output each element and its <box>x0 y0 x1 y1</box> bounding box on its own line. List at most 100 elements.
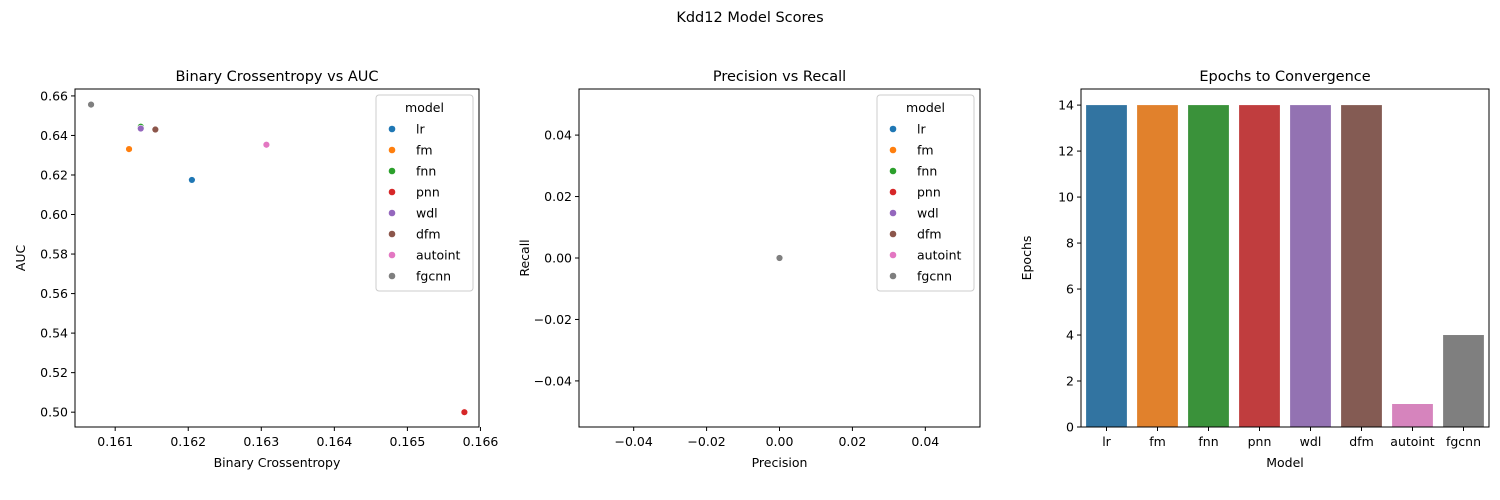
legend-marker-fnn <box>889 167 897 175</box>
y-tick-label: 0.02 <box>544 189 572 204</box>
y-axis-label: Epochs <box>1019 236 1034 281</box>
legend-marker-wdl <box>388 209 396 217</box>
chart-panel-epochs: Epochs to Convergence Model Epochs lr fm fnn p… <box>1019 69 1490 470</box>
point-fgcnn <box>87 100 95 109</box>
chart-title: Epochs to Convergence <box>1199 69 1370 85</box>
legend-marker-pnn <box>388 188 396 196</box>
x-tick-label-fm: fm <box>1149 434 1166 449</box>
bar-autoint <box>1392 404 1433 427</box>
chart-title: Precision vs Recall <box>713 69 846 85</box>
x-tick-label-autoint: autoint <box>1390 434 1435 449</box>
legend-marker-lr <box>388 125 396 133</box>
x-axis-label: Model <box>1266 455 1304 470</box>
legend-label-lr: lr <box>917 122 926 137</box>
x-tick-label-wdl: wdl <box>1300 434 1322 449</box>
x-tick-label: 0.163 <box>243 434 279 449</box>
legend-label-autoint: autoint <box>416 248 461 263</box>
legend-marker-wdl <box>889 209 897 217</box>
axes-frame <box>74 88 480 428</box>
x-tick-label: 0.04 <box>911 434 939 449</box>
bar-wdl <box>1290 105 1331 427</box>
y-tick-label: 0.58 <box>40 247 68 262</box>
legend-label-lr: lr <box>416 122 425 137</box>
y-tick-label: 0.00 <box>544 251 572 266</box>
legend-title: model <box>906 100 945 115</box>
legend-label-fnn: fnn <box>917 164 937 179</box>
x-tick-label-lr: lr <box>1102 434 1111 449</box>
point-fm <box>125 145 133 153</box>
legend-label-fgcnn: fgcnn <box>917 269 952 284</box>
y-tick-label: 0.54 <box>40 326 68 341</box>
y-tick-label: 8 <box>1066 236 1074 251</box>
y-tick-label: 2 <box>1066 374 1074 389</box>
y-tick-label: 12 <box>1058 144 1074 159</box>
x-tick-label: −0.04 <box>615 434 653 449</box>
legend-marker-fnn <box>388 167 396 175</box>
y-axis-label: AUC <box>13 245 28 272</box>
legend-marker-lr <box>889 125 897 133</box>
y-tick-label: 0.66 <box>40 88 68 103</box>
axes-frame <box>1080 88 1490 428</box>
legend-marker-pnn <box>889 188 897 196</box>
y-tick-label: 0.50 <box>40 405 68 420</box>
x-tick-label: 0.00 <box>766 434 794 449</box>
legend-label-autoint: autoint <box>917 248 962 263</box>
point-pnn <box>460 408 469 416</box>
bar-fgcnn <box>1443 335 1484 427</box>
legend-label-wdl: wdl <box>416 206 438 221</box>
legend-label-fnn: fnn <box>416 164 436 179</box>
y-tick-label: 0.62 <box>40 167 68 182</box>
y-tick-label: −0.04 <box>534 373 572 388</box>
x-tick-label: −0.02 <box>687 434 725 449</box>
y-tick-label: 0.60 <box>40 207 68 222</box>
bar-lr <box>1086 105 1127 427</box>
y-tick-label: 0.52 <box>40 365 68 380</box>
legend-label-wdl: wdl <box>917 206 939 221</box>
point-lr <box>188 176 196 184</box>
point-autoint <box>262 141 271 149</box>
x-tick-label: 0.166 <box>463 434 499 449</box>
legend-label-fm: fm <box>416 143 433 158</box>
legend-marker-fm <box>388 146 396 154</box>
y-tick-label: 0.04 <box>544 128 572 143</box>
x-tick-label: 0.161 <box>97 434 133 449</box>
bar-fnn <box>1188 105 1229 427</box>
legend-marker-fgcnn <box>889 272 897 280</box>
x-tick-label: 0.164 <box>316 434 352 449</box>
legend-marker-autoint <box>388 251 396 259</box>
y-tick-label: 6 <box>1066 282 1074 297</box>
legend-label-fgcnn: fgcnn <box>416 269 451 284</box>
x-tick-label-fgcnn: fgcnn <box>1446 434 1481 449</box>
legend-label-fm: fm <box>917 143 934 158</box>
chart-panel-precision-vs-recall: Precision vs Recall Precision Recall −0.04 −… <box>517 69 981 470</box>
bar-fm <box>1137 105 1178 427</box>
y-tick-label: 14 <box>1058 98 1074 113</box>
x-axis-label: Precision <box>752 455 808 470</box>
chart-panel-bce-vs-auc: Binary Crossentropy vs AUC Binary Crossen… <box>13 69 498 470</box>
legend-label-dfm: dfm <box>416 227 441 242</box>
x-tick-label: 0.162 <box>170 434 206 449</box>
legend-title: model <box>405 100 444 115</box>
chart-title: Binary Crossentropy vs AUC <box>175 69 378 85</box>
bar-dfm <box>1341 105 1382 427</box>
y-tick-label: 0 <box>1066 420 1074 435</box>
bar-pnn <box>1239 105 1280 427</box>
figure-suptitle: Kdd12 Model Scores <box>676 10 823 26</box>
legend-label-dfm: dfm <box>917 227 942 242</box>
legend-label-pnn: pnn <box>416 185 440 200</box>
legend-marker-fgcnn <box>388 272 396 280</box>
y-tick-label: 4 <box>1066 328 1074 343</box>
legend-box <box>375 94 474 292</box>
x-tick-label-pnn: pnn <box>1248 434 1272 449</box>
legend-marker-dfm <box>388 230 396 238</box>
x-axis-label: Binary Crossentropy <box>214 455 341 470</box>
y-axis-label: Recall <box>517 239 532 276</box>
legend-box <box>876 94 975 292</box>
y-tick-label: −0.02 <box>534 312 572 327</box>
legend-marker-autoint <box>889 251 897 259</box>
x-tick-label-dfm: dfm <box>1349 434 1374 449</box>
y-tick-label: 0.64 <box>40 128 68 143</box>
legend-marker-fm <box>889 146 897 154</box>
x-tick-label: 0.165 <box>390 434 426 449</box>
